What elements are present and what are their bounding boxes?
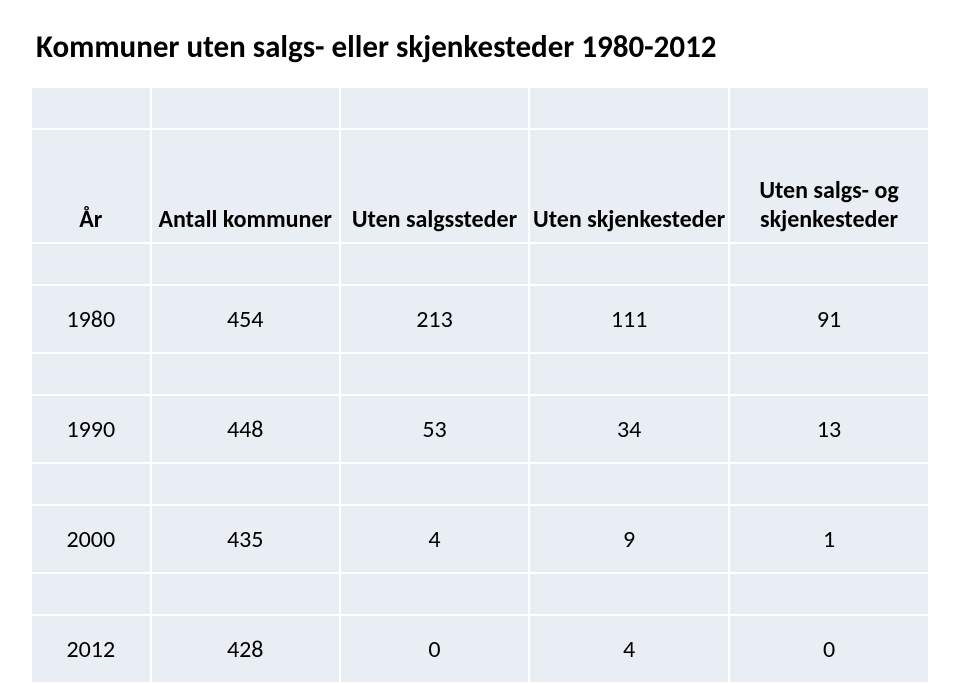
cell: 1 (729, 505, 929, 573)
gap-cell (151, 353, 340, 395)
gap-cell (529, 463, 729, 505)
cell: 111 (529, 285, 729, 353)
cell: 1980 (31, 285, 151, 353)
table-gap-row (31, 573, 929, 615)
cell: 53 (340, 395, 529, 463)
gap-cell (529, 573, 729, 615)
table-gap-row (31, 463, 929, 505)
spacer-cell (729, 87, 929, 129)
col-antall: Antall kommuner (151, 129, 340, 243)
gap-cell (151, 243, 340, 285)
gap-cell (31, 463, 151, 505)
cell: 4 (529, 615, 729, 683)
gap-cell (151, 463, 340, 505)
gap-cell (340, 353, 529, 395)
page-title: Kommuner uten salgs- eller skjenkesteder… (36, 28, 930, 66)
cell: 435 (151, 505, 340, 573)
cell: 1990 (31, 395, 151, 463)
col-skjenke: Uten skjenkesteder (529, 129, 729, 243)
gap-cell (151, 573, 340, 615)
table-spacer-row (31, 87, 929, 129)
gap-cell (340, 573, 529, 615)
cell: 428 (151, 615, 340, 683)
gap-cell (340, 243, 529, 285)
table-row: 1990 448 53 34 13 (31, 395, 929, 463)
col-year: År (31, 129, 151, 243)
table-row: 2012 428 0 4 0 (31, 615, 929, 683)
gap-cell (31, 353, 151, 395)
gap-cell (31, 243, 151, 285)
col-salg: Uten salgssteder (340, 129, 529, 243)
cell: 213 (340, 285, 529, 353)
gap-cell (31, 573, 151, 615)
spacer-cell (340, 87, 529, 129)
table-gap-row (31, 353, 929, 395)
cell: 91 (729, 285, 929, 353)
cell: 0 (340, 615, 529, 683)
cell: 13 (729, 395, 929, 463)
col-salg-skjenke: Uten salgs- og skjenkesteder (729, 129, 929, 243)
cell: 454 (151, 285, 340, 353)
data-table: År Antall kommuner Uten salgssteder Uten… (30, 86, 930, 684)
slide: Kommuner uten salgs- eller skjenkesteder… (0, 0, 960, 658)
gap-cell (340, 463, 529, 505)
spacer-cell (31, 87, 151, 129)
gap-cell (529, 353, 729, 395)
cell: 0 (729, 615, 929, 683)
cell: 2012 (31, 615, 151, 683)
cell: 9 (529, 505, 729, 573)
table-row: 2000 435 4 9 1 (31, 505, 929, 573)
gap-cell (729, 463, 929, 505)
cell: 34 (529, 395, 729, 463)
spacer-cell (151, 87, 340, 129)
table-row: 1980 454 213 111 91 (31, 285, 929, 353)
cell: 4 (340, 505, 529, 573)
gap-cell (729, 573, 929, 615)
gap-cell (729, 243, 929, 285)
gap-cell (529, 243, 729, 285)
table-gap-row (31, 243, 929, 285)
cell: 2000 (31, 505, 151, 573)
gap-cell (729, 353, 929, 395)
spacer-cell (529, 87, 729, 129)
table-header-row: År Antall kommuner Uten salgssteder Uten… (31, 129, 929, 243)
cell: 448 (151, 395, 340, 463)
